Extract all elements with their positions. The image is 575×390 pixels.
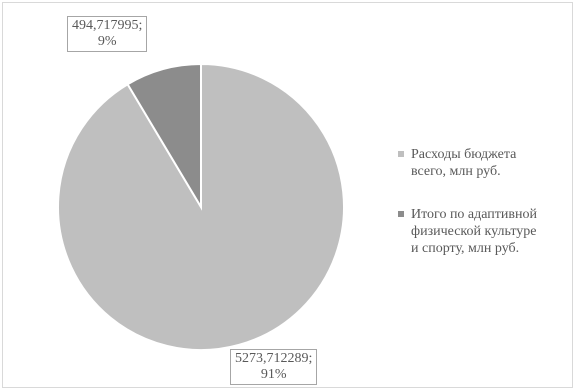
legend-label-line: всего, млн руб. [411,164,501,179]
data-label-budget-total: 5273,712289; 91% [230,349,318,385]
data-label-adaptive-sport: 494,717995; 9% [67,16,148,52]
legend-item-adaptive-sport: Итого по адаптивной физической культуре … [398,206,573,257]
data-label-value: 5273,712289; [235,351,313,366]
data-label-percent: 91% [260,367,287,382]
pie-chart [57,62,345,351]
legend-swatch [398,211,404,217]
data-label-percent: 9% [97,34,117,49]
pie-slice-1 [126,62,202,211]
pie-slice-0 [57,62,345,351]
legend-label-line: Итого по адаптивной [411,207,537,222]
legend-swatch [398,151,404,157]
data-label-value: 494,717995; [72,18,143,33]
legend-item-budget-total: Расходы бюджета всего, млн руб. [398,146,573,180]
legend-label-line: физической культуре [411,224,537,239]
legend: Расходы бюджета всего, млн руб. Итого по… [398,146,573,283]
legend-label-line: Расходы бюджета [411,147,517,162]
legend-label-line: и спорту, млн руб. [411,241,520,256]
